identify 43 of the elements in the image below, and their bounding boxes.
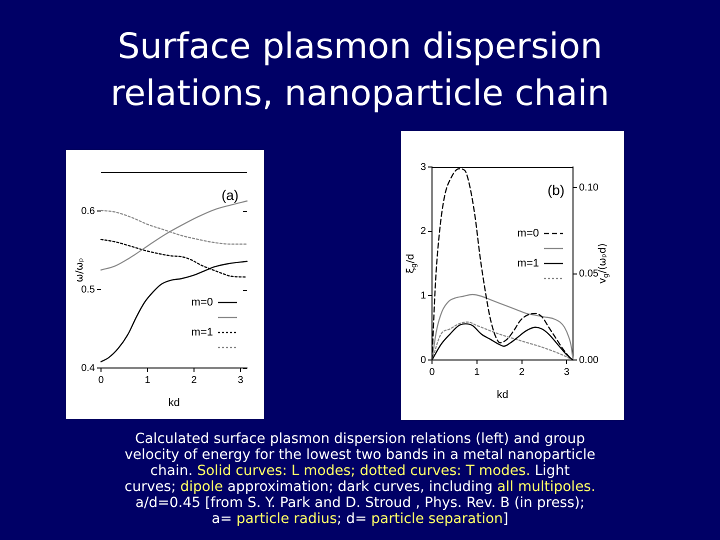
legend-label: m=1: [191, 326, 214, 339]
text: velocity of energy for the lowest two bands in a metal nanoparticle: [124, 447, 596, 463]
x-tick-label: 0: [429, 366, 436, 378]
x-tick-label: 2: [519, 366, 526, 378]
x-tick-label: 0: [98, 374, 104, 386]
y-axis-title: ω/ωₚ: [74, 258, 86, 282]
x-tick-label: 2: [191, 374, 198, 386]
text: all multipoles.: [497, 479, 596, 495]
text: chain.: [150, 463, 194, 479]
legend-label: m=0: [517, 228, 540, 240]
text: particle radius: [236, 511, 337, 527]
text: curves;: [124, 479, 177, 495]
y-tick-label: 1: [420, 290, 426, 302]
x-tick-label: 3: [238, 374, 244, 386]
text: Light: [534, 463, 570, 479]
y-tick-label: 3: [420, 162, 426, 173]
text: ]: [502, 511, 508, 527]
text: a=: [212, 511, 233, 527]
x-tick-label: 1: [144, 374, 151, 386]
y-tick-label: 2: [420, 226, 426, 238]
text: Calculated surface plasmon dispersion relations (left) and group: [134, 431, 586, 447]
y2-tick-label: 0.10: [579, 182, 599, 194]
y-tick-label: 0: [420, 354, 426, 366]
y-tick-label: 0.6: [81, 206, 96, 217]
y-tick-label: 0.5: [81, 284, 96, 296]
y2-tick-label: 0.05: [579, 268, 599, 280]
x-tick-label: 3: [564, 366, 570, 378]
x-axis-title: kd: [496, 389, 508, 402]
y2-tick-label: 0.00: [579, 354, 599, 366]
text: Surface plasmon dispersion relations, nanoparticle chain: [110, 26, 610, 116]
y-tick-label: 0.4: [81, 362, 96, 374]
text: dipole: [180, 479, 223, 495]
annotation: (a): [221, 186, 239, 203]
x-tick-label: 1: [474, 366, 480, 378]
legend-label: m=0: [191, 296, 214, 309]
text: Solid curves: L modes; dotted curves: T modes.: [197, 463, 530, 479]
text: particle separation: [371, 511, 503, 527]
text: approximation; dark curves, including: [226, 479, 494, 495]
x-axis-title: kd: [168, 397, 180, 410]
legend-label: m=1: [517, 258, 540, 270]
annotation: (b): [547, 182, 565, 198]
text: ; d=: [336, 511, 368, 527]
text: a/d=0.45 [from S. Y. Park and D. Stroud , Phys. Rev. B (in press);: [135, 495, 585, 511]
